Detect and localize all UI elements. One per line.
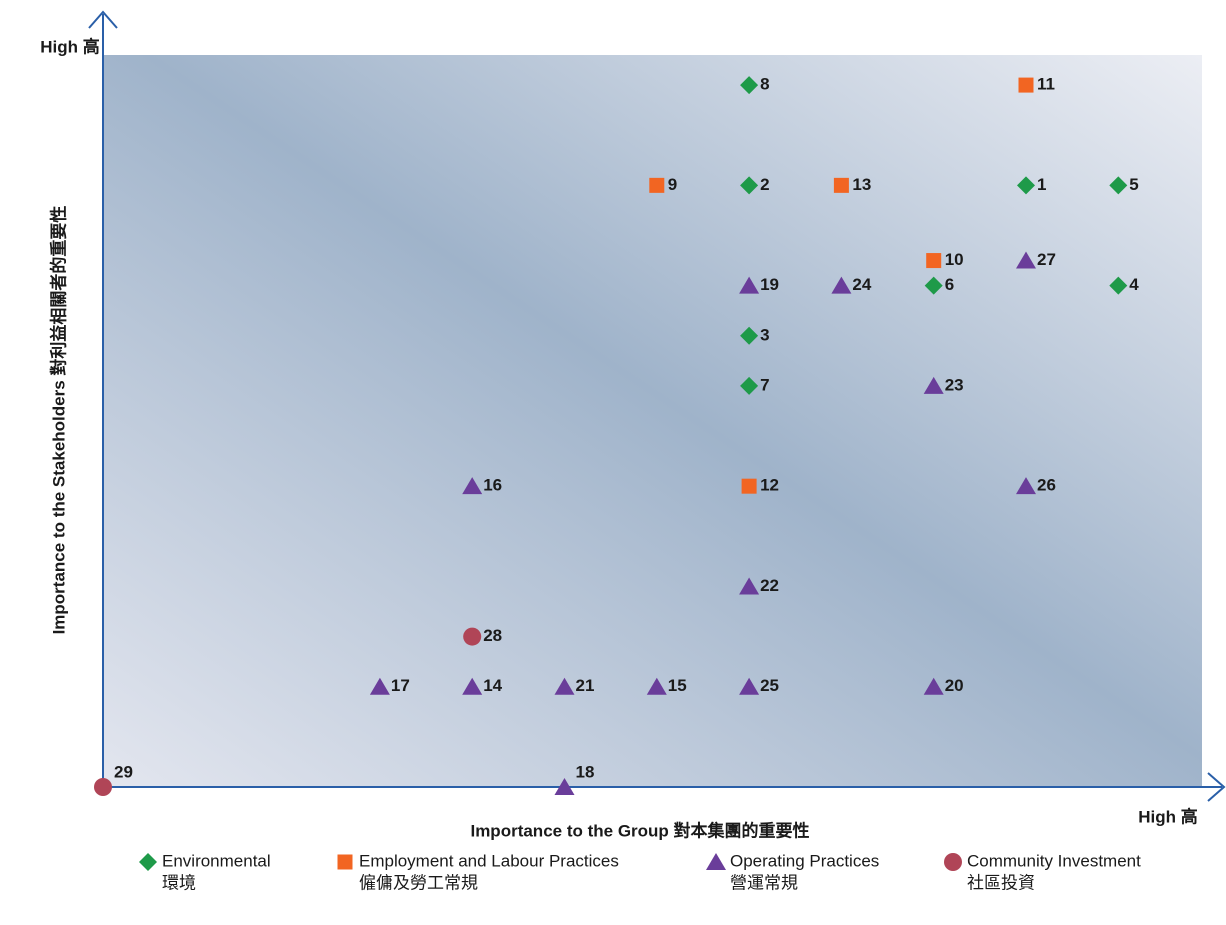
square-marker xyxy=(741,478,757,494)
triangle-marker xyxy=(831,276,852,294)
point-label: 5 xyxy=(1129,175,1138,194)
square-marker xyxy=(1018,77,1034,93)
point-label: 1 xyxy=(1037,175,1046,194)
axes xyxy=(88,10,1226,802)
triangle-marker xyxy=(462,677,483,695)
legend-label-zh: 社區投資 xyxy=(967,873,1035,892)
point-label: 11 xyxy=(1037,75,1055,94)
triangle-marker xyxy=(923,677,944,695)
point-label: 3 xyxy=(760,325,769,344)
legend-label-zh: 僱傭及勞工常規 xyxy=(359,873,478,892)
point-label: 19 xyxy=(760,275,779,294)
point-label: 23 xyxy=(945,375,964,394)
legend-label-zh: 營運常規 xyxy=(730,873,798,892)
triangle-marker xyxy=(739,276,760,294)
square-marker xyxy=(833,177,849,193)
triangle-marker xyxy=(646,677,667,695)
triangle-marker xyxy=(706,853,726,870)
square-marker xyxy=(649,177,665,193)
square-marker xyxy=(926,253,942,269)
point-label: 26 xyxy=(1037,476,1056,495)
diamond-marker xyxy=(1109,176,1128,195)
point-label: 24 xyxy=(852,275,871,294)
point-label: 25 xyxy=(760,676,779,695)
y-axis-label: Importance to the Stakeholders 對利益相關者的重要… xyxy=(48,206,68,635)
legend-label: Environmental xyxy=(162,851,271,870)
point-label: 17 xyxy=(391,676,410,695)
triangle-marker xyxy=(554,677,575,695)
legend-label: Employment and Labour Practices xyxy=(359,851,619,870)
point-label: 18 xyxy=(576,762,595,781)
square-marker xyxy=(337,854,353,870)
diamond-marker xyxy=(139,853,157,871)
y-high-label: High 高 xyxy=(40,36,100,56)
triangle-marker xyxy=(923,376,944,394)
point-label: 27 xyxy=(1037,250,1056,269)
diamond-marker xyxy=(1109,276,1128,295)
point-label: 9 xyxy=(668,175,677,194)
point-label: 10 xyxy=(945,250,964,269)
diamond-marker xyxy=(924,276,943,295)
plot-background xyxy=(103,55,1202,787)
triangle-marker xyxy=(554,778,575,795)
triangle-marker xyxy=(462,477,483,495)
diamond-marker xyxy=(740,176,759,195)
circle-marker xyxy=(944,853,962,871)
triangle-marker xyxy=(1016,477,1036,495)
triangle-marker xyxy=(1016,251,1036,269)
point-label: 7 xyxy=(760,375,769,394)
x-axis-label: Importance to the Group 對本集團的重要性 xyxy=(470,820,809,840)
circle-marker xyxy=(94,778,112,796)
legend-label-zh: 環境 xyxy=(162,873,196,892)
point-label: 16 xyxy=(483,476,502,495)
point-label: 2 xyxy=(760,175,769,194)
legend-label: Operating Practices xyxy=(730,851,879,870)
point-label: 22 xyxy=(760,576,779,595)
diamond-marker xyxy=(740,76,759,95)
point-label: 14 xyxy=(483,676,502,695)
x-high-label: High 高 xyxy=(1138,806,1198,826)
diamond-marker xyxy=(740,376,759,395)
point-label: 6 xyxy=(945,275,954,294)
point-label: 21 xyxy=(576,676,595,695)
point-label: 20 xyxy=(945,676,964,695)
point-label: 13 xyxy=(852,175,871,194)
point-label: 28 xyxy=(483,626,502,645)
point-label: 12 xyxy=(760,476,779,495)
legend-label: Community Investment xyxy=(967,851,1141,870)
diamond-marker xyxy=(1017,176,1035,195)
triangle-marker xyxy=(739,577,760,595)
triangle-marker xyxy=(739,677,760,695)
diamond-marker xyxy=(740,326,759,345)
point-label: 29 xyxy=(114,762,133,781)
point-label: 4 xyxy=(1129,275,1139,294)
circle-marker xyxy=(463,627,482,646)
triangle-marker xyxy=(369,677,390,695)
point-label: 8 xyxy=(760,75,769,94)
point-label: 15 xyxy=(668,676,687,695)
